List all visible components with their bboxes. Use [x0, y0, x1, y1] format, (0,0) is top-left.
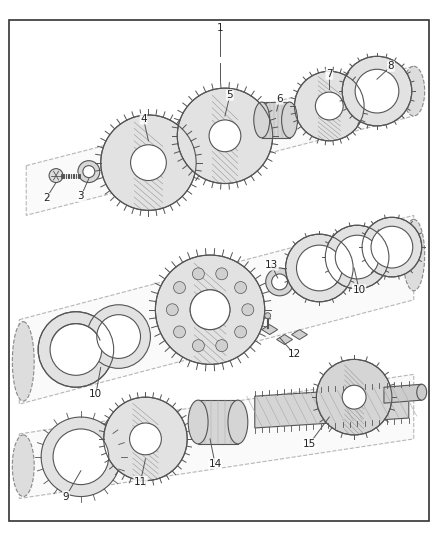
- Circle shape: [38, 312, 114, 387]
- Text: 10: 10: [353, 285, 366, 295]
- Text: 15: 15: [303, 439, 316, 449]
- Ellipse shape: [12, 321, 34, 401]
- Circle shape: [294, 71, 364, 141]
- Text: 4: 4: [140, 114, 147, 124]
- Circle shape: [209, 120, 241, 152]
- Ellipse shape: [282, 102, 297, 138]
- Circle shape: [315, 92, 343, 120]
- Text: 10: 10: [89, 389, 102, 399]
- Ellipse shape: [188, 400, 208, 444]
- Circle shape: [190, 290, 230, 329]
- Circle shape: [342, 385, 366, 409]
- Text: 2: 2: [43, 193, 49, 204]
- Ellipse shape: [403, 219, 425, 291]
- Circle shape: [355, 69, 399, 113]
- Circle shape: [78, 160, 100, 182]
- Circle shape: [272, 274, 288, 290]
- Polygon shape: [26, 66, 414, 215]
- Polygon shape: [19, 215, 414, 404]
- Circle shape: [130, 423, 161, 455]
- Polygon shape: [384, 384, 422, 403]
- Ellipse shape: [417, 384, 427, 400]
- Circle shape: [235, 281, 247, 294]
- Circle shape: [177, 88, 273, 183]
- Circle shape: [216, 268, 228, 280]
- Polygon shape: [277, 335, 293, 344]
- Polygon shape: [292, 329, 307, 340]
- Ellipse shape: [265, 313, 271, 319]
- Polygon shape: [255, 386, 409, 428]
- Circle shape: [83, 166, 95, 177]
- Circle shape: [131, 145, 166, 181]
- Text: 11: 11: [134, 477, 147, 487]
- Circle shape: [297, 245, 342, 291]
- Text: 1: 1: [217, 22, 223, 33]
- Circle shape: [104, 397, 187, 481]
- Circle shape: [216, 340, 228, 352]
- Ellipse shape: [254, 102, 270, 138]
- Polygon shape: [19, 374, 414, 498]
- Ellipse shape: [49, 168, 63, 182]
- Polygon shape: [262, 325, 278, 335]
- Text: 3: 3: [78, 191, 84, 201]
- Circle shape: [97, 314, 141, 358]
- Circle shape: [266, 268, 293, 296]
- Text: 8: 8: [388, 61, 394, 71]
- Circle shape: [242, 304, 254, 316]
- Circle shape: [101, 115, 196, 211]
- Ellipse shape: [403, 66, 425, 116]
- Circle shape: [335, 235, 379, 279]
- Circle shape: [173, 326, 185, 338]
- Text: 6: 6: [276, 94, 283, 104]
- Text: 9: 9: [63, 491, 69, 502]
- Circle shape: [53, 429, 109, 484]
- Circle shape: [342, 56, 412, 126]
- Circle shape: [316, 359, 392, 435]
- Circle shape: [190, 290, 230, 329]
- Text: 7: 7: [326, 69, 332, 79]
- Circle shape: [325, 225, 389, 289]
- Circle shape: [192, 340, 205, 352]
- Circle shape: [192, 268, 205, 280]
- Text: 14: 14: [208, 459, 222, 469]
- Text: 5: 5: [226, 90, 233, 100]
- Text: 13: 13: [265, 260, 278, 270]
- Circle shape: [166, 304, 178, 316]
- Circle shape: [155, 255, 265, 365]
- Circle shape: [362, 217, 422, 277]
- Bar: [198, 400, 238, 444]
- Circle shape: [87, 305, 150, 368]
- Circle shape: [371, 226, 413, 268]
- Ellipse shape: [12, 435, 34, 497]
- Bar: [262, 102, 290, 138]
- Circle shape: [50, 324, 102, 375]
- Circle shape: [173, 281, 185, 294]
- Ellipse shape: [228, 400, 248, 444]
- Text: 12: 12: [288, 350, 301, 359]
- Circle shape: [41, 417, 120, 497]
- Circle shape: [286, 234, 353, 302]
- Circle shape: [235, 326, 247, 338]
